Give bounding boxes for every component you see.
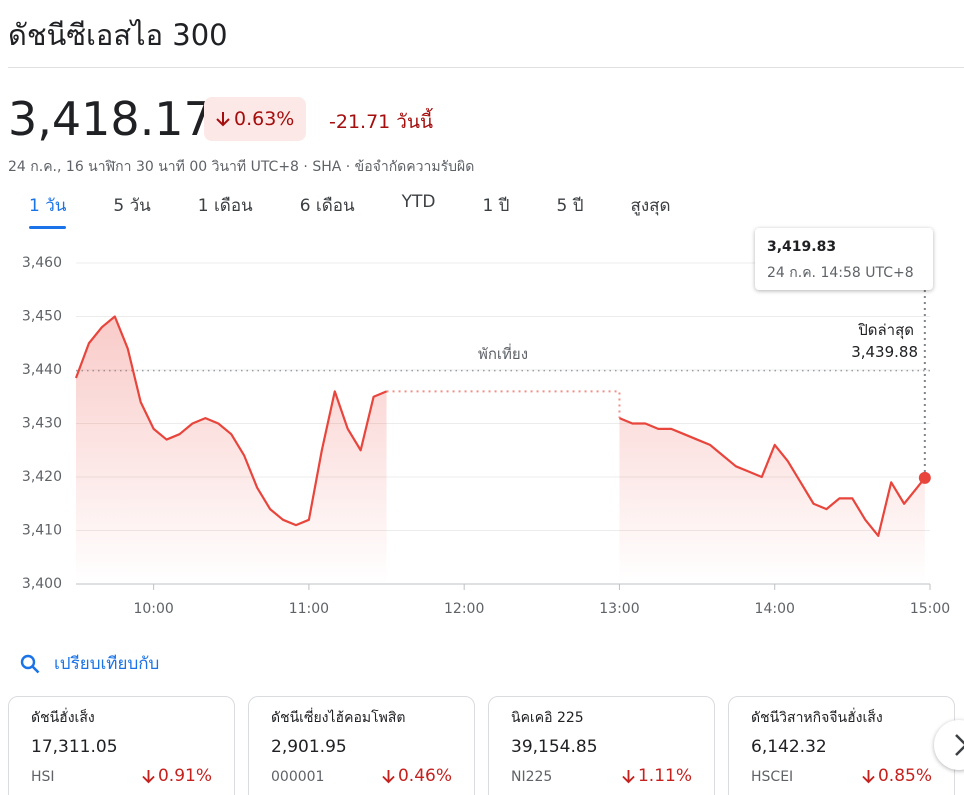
page-title: ดัชนีซีเอสไอ 300 (8, 18, 228, 52)
chevron (955, 734, 964, 756)
range-tabs: 1 วัน 5 วัน 1 เดือน 6 เดือน YTD 1 ปี 5 ปี สูงสุ… (0, 192, 689, 229)
tooltip-value: 3,419.83 (767, 239, 837, 255)
y-tick-label: 3,400 (22, 576, 62, 592)
y-tick-label: 3,440 (22, 362, 62, 378)
card-ticker: NI225 (511, 769, 553, 785)
down-arrow (216, 112, 230, 127)
card-value: 6,142.32 (751, 737, 827, 757)
compare-card[interactable]: ดัชนีเซี่ยงไฮ้คอมโพสิต 2,901.95 000001 0.46… (248, 696, 475, 795)
next-button[interactable] (934, 720, 964, 770)
compare-card[interactable]: ดัชนีฮั่งเส็ง 17,311.05 HSI 0.91% (8, 696, 235, 795)
card-change: 0.91% (142, 766, 212, 786)
annotation: พักเที่ยง (478, 343, 528, 363)
change-today: -21.71 วันนี้ (329, 111, 433, 133)
y-tick-label: 3,460 (22, 255, 62, 271)
y-tick-label: 3,410 (22, 523, 62, 539)
break-connector (386, 390, 621, 419)
down-arrow (142, 769, 155, 783)
card-change: 0.85% (862, 766, 932, 786)
last-point (918, 471, 931, 484)
card-ticker: HSI (31, 769, 55, 785)
card-ticker: HSCEI (751, 769, 794, 785)
search-icon (20, 654, 40, 673)
x-tick-label: 11:00 (289, 601, 329, 617)
x-tick-label: 10:00 (133, 601, 173, 617)
y-tick-label: 3,420 (22, 469, 62, 485)
card-ticker: 000001 (271, 769, 325, 785)
x-tick-label: 14:00 (755, 601, 795, 617)
tooltip: 3,419.83 24 ก.ค. 14:58 UTC+8 (755, 228, 933, 290)
card-change: 0.46% (382, 766, 452, 786)
card-name: นิคเคอิ 225 (511, 710, 584, 726)
range-tab[interactable]: สูงสุด (630, 196, 671, 216)
compare-card[interactable]: ดัชนีวิสาหกิจจีนฮั่งเส็ง 6,142.32 HSCEI 0.8… (728, 696, 955, 795)
y-tick-label: 3,450 (22, 309, 62, 325)
card-value: 17,311.05 (31, 737, 118, 757)
compare-label: เปรียบเทียบกับ (54, 654, 160, 674)
card-change: 1.11% (622, 766, 692, 786)
range-tab[interactable]: 5 ปี (556, 196, 584, 216)
divider (8, 67, 964, 68)
card-name: ดัชนีเซี่ยงไฮ้คอมโพสิต (271, 710, 406, 726)
price-line (74, 315, 926, 537)
area-fill (76, 316, 925, 584)
down-arrow (862, 769, 875, 783)
previous-close-title: ปิดล่าสุด (857, 321, 914, 340)
x-tick-label: 12:00 (444, 601, 484, 617)
price: 3,418.17 (8, 92, 213, 146)
compare-card[interactable]: นิคเคอิ 225 39,154.85 NI225 1.11% (488, 696, 715, 795)
card-change-value: 0.46% (397, 766, 452, 786)
tooltip-time: 24 ก.ค. 14:58 UTC+8 (767, 265, 914, 281)
y-tick-label: 3,430 (22, 416, 62, 432)
range-tab[interactable]: 5 วัน (113, 196, 151, 216)
card-change-value: 0.85% (877, 766, 932, 786)
chart: 3,400 3,410 3,420 3,430 3,440 3,450 3,460 10:00… (22, 255, 950, 617)
range-tab[interactable]: 6 เดือน (299, 196, 355, 216)
compare-link[interactable]: เปรียบเทียบกับ (20, 650, 159, 677)
x-tick-label: 13:00 (599, 601, 639, 617)
range-tab[interactable]: 1 ปี (482, 196, 510, 216)
card-value: 2,901.95 (271, 737, 347, 757)
change-percent: 0.63% (234, 108, 295, 130)
quote-meta: 24 ก.ค., 16 นาฬิกา 30 นาที 00 วินาที UTC… (8, 159, 475, 175)
previous-close-label: 3,439.88 (851, 343, 918, 361)
card-change-value: 1.11% (637, 766, 692, 786)
down-arrow (622, 769, 635, 783)
card-change-value: 0.91% (157, 766, 212, 786)
card-name: ดัชนีวิสาหกิจจีนฮั่งเส็ง (751, 710, 883, 726)
card-name: ดัชนีฮั่งเส็ง (31, 710, 95, 726)
x-tick-label: 15:00 (910, 601, 950, 617)
card-value: 39,154.85 (511, 737, 598, 757)
change-badge: 0.63% (204, 97, 307, 141)
range-tab[interactable]: 1 เดือน (197, 196, 253, 216)
down-arrow (382, 769, 395, 783)
range-tab[interactable]: 1 วัน (29, 192, 67, 229)
range-tab[interactable]: YTD (401, 192, 436, 212)
